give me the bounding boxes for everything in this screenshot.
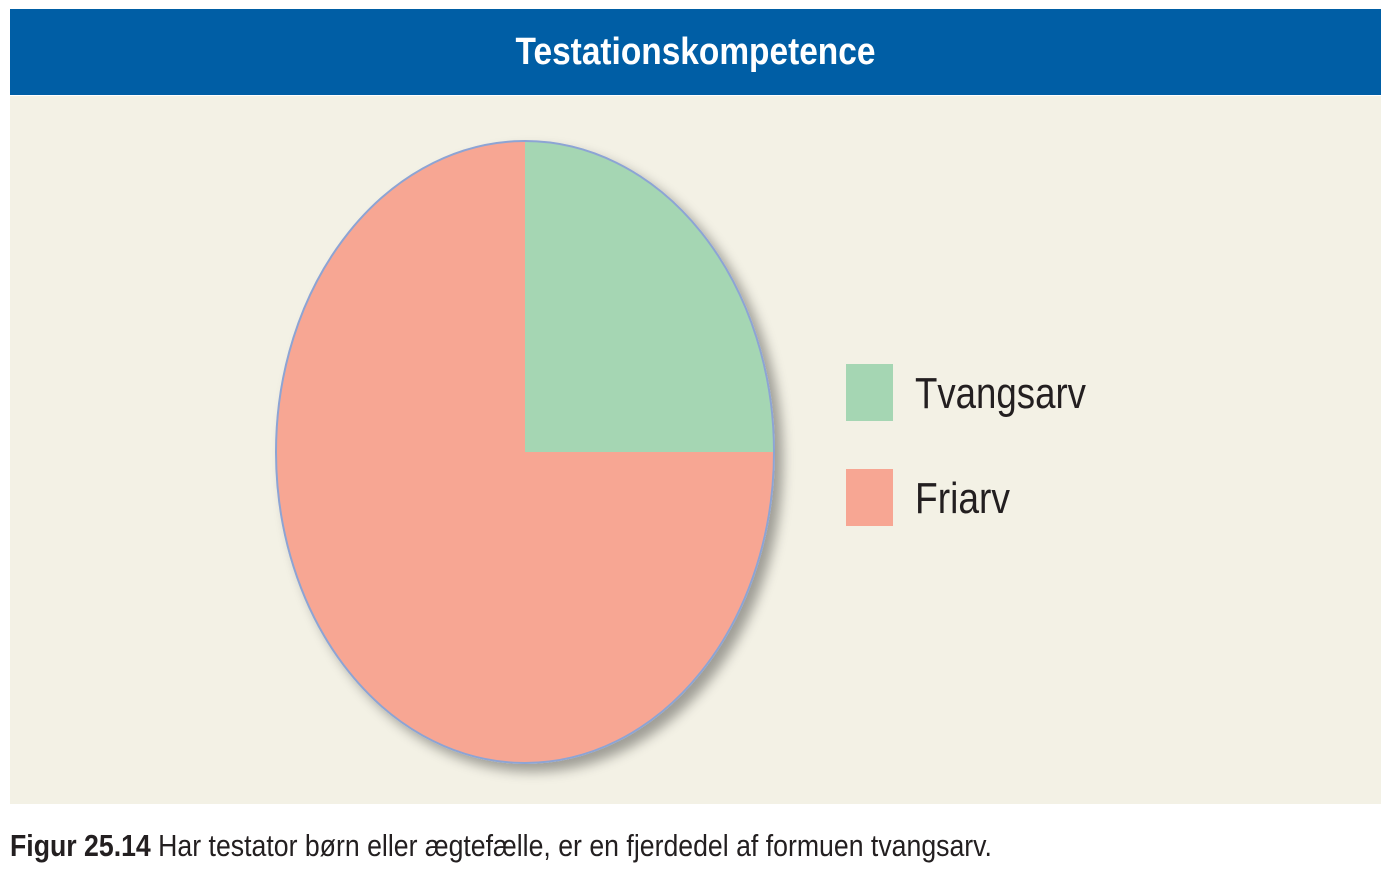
- caption-label: Figur 25.14: [10, 828, 151, 863]
- legend-swatch-friarv: [846, 469, 893, 526]
- pie-outline: [275, 140, 775, 764]
- legend: Tvangsarv Friarv: [846, 364, 1086, 526]
- legend-label-friarv: Friarv: [915, 474, 1010, 523]
- header-bar: Testationskompetence: [10, 9, 1381, 95]
- pie-slices: [275, 140, 775, 764]
- pie-chart: Tvangsarv Friarv: [275, 140, 1086, 764]
- pie-slice-tvangsarv: [525, 141, 774, 452]
- pie-slice-friarv: [276, 141, 774, 763]
- chart-title: Testationskompetence: [515, 30, 876, 73]
- legend-label-tvangsarv: Tvangsarv: [915, 369, 1086, 418]
- legend-swatch-tvangsarv: [846, 364, 893, 421]
- chart-panel: Tvangsarv Friarv: [10, 96, 1381, 804]
- figure-caption: Figur 25.14 Har testator børn eller ægte…: [10, 828, 992, 864]
- caption-text: Har testator børn eller ægtefælle, er en…: [150, 828, 992, 863]
